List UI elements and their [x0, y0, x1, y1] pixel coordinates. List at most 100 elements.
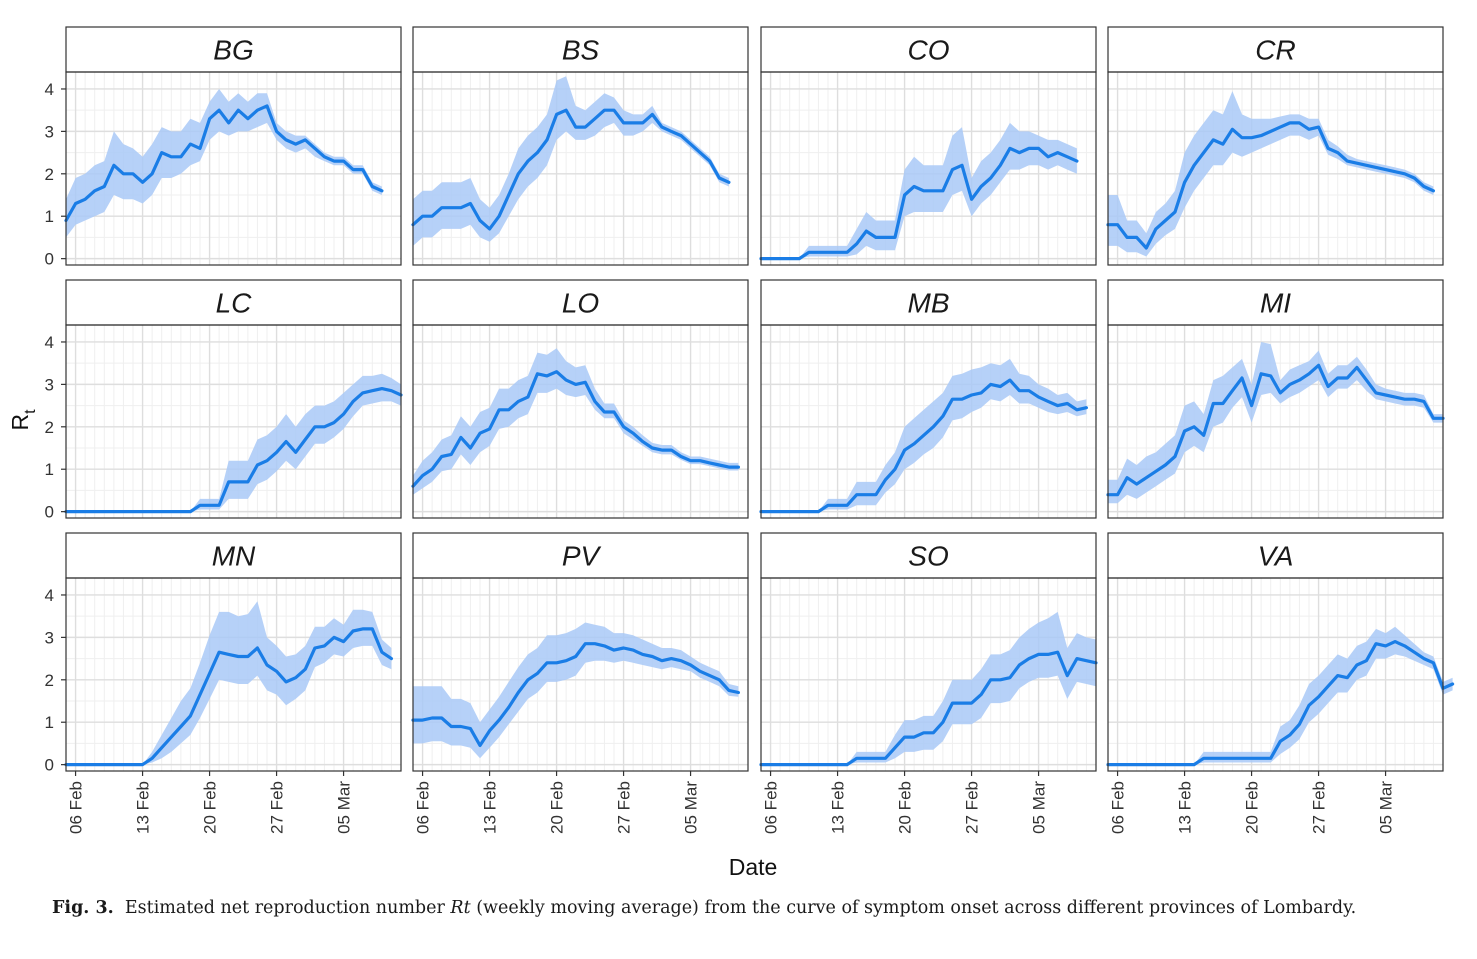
panel-cr: CR [1106, 26, 1444, 266]
panel-va: VA 06 Feb 13 Feb 20 Feb 27 Feb 05 Mar [1106, 532, 1455, 834]
panel-mi: MI [1106, 279, 1445, 519]
panel-border [760, 324, 1097, 519]
panel-mn: MN 0 1 2 3 4 06 Feb 13 Feb 20 Feb 27 Feb 05 Mar [45, 532, 402, 834]
x-tick-label: 13 Feb [134, 781, 153, 834]
confidence-band-lo [413, 348, 739, 495]
rt-line-mn [64, 627, 393, 767]
x-tick-label: 13 Feb [829, 781, 848, 834]
facet-label: MI [1260, 288, 1291, 319]
caption-text-before: Estimated net reproduction number [124, 898, 451, 918]
x-tick-label: 20 Feb [896, 781, 915, 834]
faceted-line-chart: BG 0 1 2 3 4 BS CO CR LC 0 1 2 3 4 LO MB MI MN 0 1 2 3 4 06 Feb 1… [7, 26, 1455, 880]
x-tick-label: 20 Feb [201, 781, 220, 834]
facet-label: MB [908, 288, 950, 319]
panel-border [412, 577, 749, 772]
panel-border [65, 71, 402, 266]
x-tick-label: 27 Feb [1310, 781, 1329, 834]
facet-label: BG [213, 35, 253, 66]
facet-strip [1107, 26, 1444, 73]
x-tick-label: 27 Feb [963, 781, 982, 834]
x-tick-label: 05 Mar [1377, 781, 1396, 834]
y-axis-title-subscript: t [22, 409, 39, 414]
x-tick-label: 27 Feb [268, 781, 287, 834]
rt-line-lc [64, 387, 403, 514]
panel-co: CO [759, 26, 1097, 266]
confidence-band-mi [1108, 342, 1443, 504]
y-tick-label: 3 [45, 122, 54, 141]
facet-strip [1107, 532, 1444, 579]
y-tick-label: 3 [45, 628, 54, 647]
rt-line-so [759, 650, 1098, 767]
facet-label: CO [908, 35, 950, 66]
rt-line-mi [1106, 363, 1445, 497]
facet-strip [65, 532, 402, 579]
y-tick-label: 2 [45, 165, 54, 184]
panel-border [65, 577, 402, 772]
facet-label: PV [562, 541, 602, 572]
facet-label: LC [216, 288, 253, 319]
panel-border [412, 71, 749, 266]
caption-label: Fig. 3. [52, 898, 114, 918]
x-tick-label: 20 Feb [548, 781, 567, 834]
y-tick-label: 4 [45, 586, 54, 605]
facet-label: SO [908, 541, 948, 572]
panel-mb: MB [759, 279, 1097, 519]
x-axis-title: Date [729, 854, 778, 880]
panel-border [1107, 577, 1444, 772]
y-tick-label: 4 [45, 333, 54, 352]
facet-label: VA [1258, 541, 1294, 572]
panel-bg: BG 0 1 2 3 4 [45, 26, 402, 269]
rt-line-bg [64, 104, 384, 223]
rt-line-bs [411, 108, 731, 231]
facet-strip [760, 279, 1097, 326]
panel-border [760, 71, 1097, 266]
y-tick-label: 4 [45, 80, 54, 99]
confidence-band-bg [66, 89, 382, 238]
rt-line-mb [759, 378, 1089, 514]
panel-lc: LC 0 1 2 3 4 [45, 279, 403, 522]
confidence-band-mn [66, 601, 392, 765]
caption-symbol: Rt [450, 898, 471, 918]
confidence-band-so [761, 611, 1096, 765]
rt-line-lo [411, 370, 741, 488]
panel-border [412, 324, 749, 519]
y-tick-label: 1 [45, 713, 54, 732]
facet-strip [412, 532, 749, 579]
x-tick-label: 05 Mar [335, 781, 354, 834]
y-axis-title: Rt [7, 409, 39, 431]
y-tick-label: 2 [45, 418, 54, 437]
x-tick-label: 13 Feb [481, 781, 500, 834]
rt-line-cr [1106, 121, 1436, 250]
facet-label: MN [212, 541, 256, 572]
facet-strip [412, 26, 749, 73]
facet-strip [65, 26, 402, 73]
confidence-band-co [761, 122, 1077, 259]
rt-line-pv [411, 642, 741, 748]
panel-border [1107, 324, 1444, 519]
facet-strip [760, 26, 1097, 73]
y-tick-label: 0 [45, 756, 54, 775]
panel-pv: PV 06 Feb 13 Feb 20 Feb 27 Feb 05 Mar [411, 532, 749, 834]
rt-line-co [759, 146, 1079, 261]
panel-bs: BS [411, 26, 749, 266]
confidence-band-lc [66, 373, 401, 512]
facet-label: LO [562, 288, 599, 319]
facet-strip [760, 532, 1097, 579]
caption-text-after: (weekly moving average) from the curve o… [470, 898, 1357, 918]
y-axis-title-symbol: R [7, 414, 33, 431]
panel-border [760, 577, 1097, 772]
x-tick-label: 05 Mar [1030, 781, 1049, 834]
x-tick-label: 13 Feb [1176, 781, 1195, 834]
facet-strip [1107, 279, 1444, 326]
figure-caption: Fig. 3. Estimated net reproduction numbe… [52, 898, 1452, 918]
x-tick-label: 05 Mar [682, 781, 701, 834]
rt-line-va [1106, 639, 1455, 767]
y-tick-label: 1 [45, 207, 54, 226]
panel-border [65, 324, 402, 519]
y-tick-label: 3 [45, 375, 54, 394]
facet-label: CR [1255, 35, 1295, 66]
panel-border [1107, 71, 1444, 266]
facet-label: BS [562, 35, 600, 66]
y-tick-label: 0 [45, 250, 54, 269]
panel-so: SO 06 Feb 13 Feb 20 Feb 27 Feb 05 Mar [759, 532, 1098, 834]
